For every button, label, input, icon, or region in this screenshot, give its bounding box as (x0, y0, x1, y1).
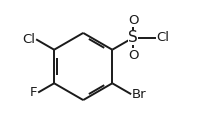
Text: F: F (30, 86, 37, 99)
Text: O: O (128, 49, 138, 62)
Text: Br: Br (132, 88, 147, 101)
Text: Cl: Cl (157, 31, 170, 44)
Text: S: S (128, 30, 138, 45)
Text: Cl: Cl (22, 33, 35, 46)
Text: O: O (128, 14, 138, 27)
